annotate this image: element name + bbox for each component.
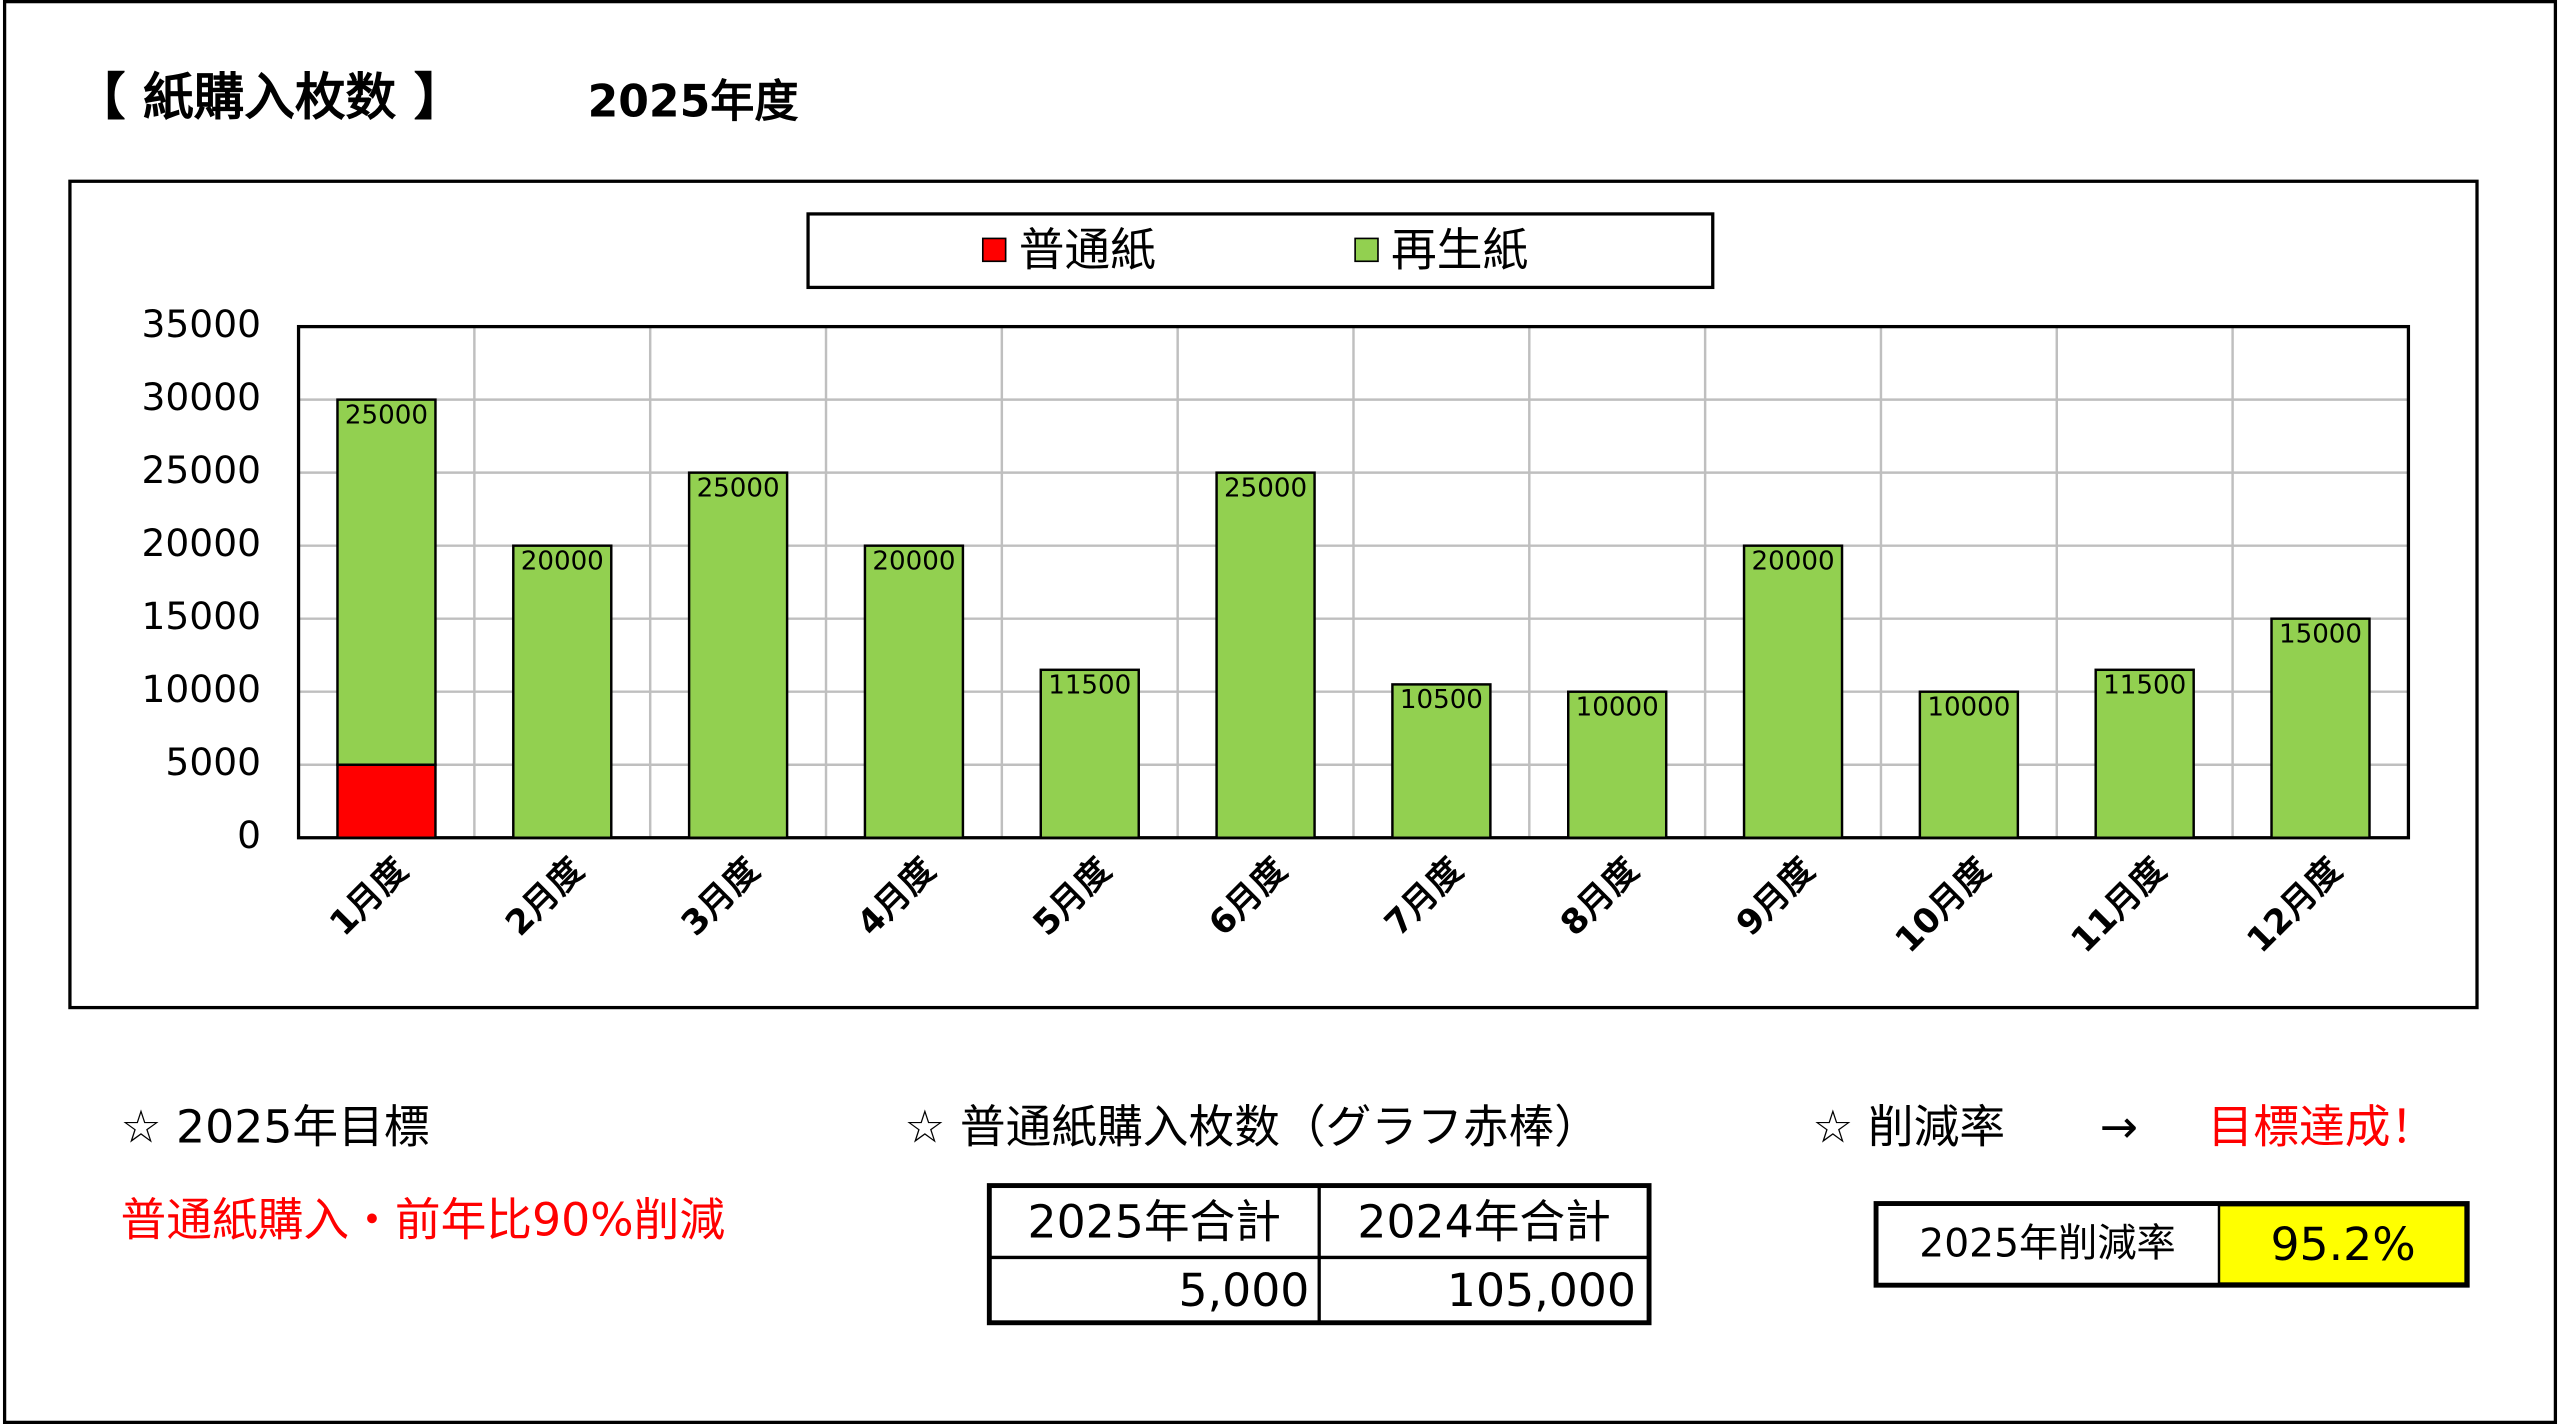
table-header: 2024年合計 bbox=[1357, 1195, 1611, 1248]
table-cell: 105,000 bbox=[1447, 1264, 1636, 1317]
legend-swatch bbox=[1354, 237, 1379, 263]
reduction-heading: ☆ 削減率 bbox=[1812, 1101, 2005, 1154]
data-label: 10000 bbox=[1927, 693, 2010, 723]
purchases-heading: ☆ 普通紙購入枚数（グラフ赤棒） bbox=[904, 1101, 1600, 1154]
legend-swatch bbox=[981, 237, 1007, 263]
legend-label: 再生紙 bbox=[1391, 224, 1528, 277]
table-header: 2025年合計 bbox=[1027, 1195, 1281, 1248]
table-cell: 5,000 bbox=[1179, 1264, 1310, 1317]
page-year: 2025年度 bbox=[588, 77, 799, 128]
bar bbox=[336, 763, 437, 839]
data-label: 20000 bbox=[521, 546, 604, 576]
bar bbox=[1742, 544, 1844, 839]
bar bbox=[1215, 471, 1316, 839]
purchases-table: 2025年合計 2024年合計 5,000 105,000 bbox=[986, 1183, 1652, 1326]
y-tick-label: 10000 bbox=[142, 667, 261, 711]
data-label: 25000 bbox=[697, 473, 780, 503]
reduction-label: 2025年削減率 bbox=[1919, 1221, 2175, 1266]
y-tick-label: 5000 bbox=[165, 740, 261, 784]
page-title: 【 紙購入枚数 】 bbox=[75, 68, 465, 127]
goal-heading: ☆ 2025年目標 bbox=[121, 1101, 430, 1154]
bar bbox=[1918, 690, 2020, 839]
y-tick-label: 25000 bbox=[142, 448, 261, 492]
bar bbox=[1039, 668, 1140, 839]
y-tick-label: 15000 bbox=[142, 594, 261, 638]
result: 目標達成！ bbox=[2208, 1101, 2437, 1154]
legend-box bbox=[806, 212, 1715, 290]
plot-border bbox=[296, 324, 2411, 840]
y-tick-label: 0 bbox=[237, 813, 261, 857]
data-label: 10500 bbox=[1400, 685, 1483, 715]
data-label: 20000 bbox=[872, 546, 955, 576]
data-label: 25000 bbox=[345, 400, 428, 430]
data-label: 10000 bbox=[1576, 693, 1659, 723]
data-label: 25000 bbox=[1224, 473, 1307, 503]
bar bbox=[687, 471, 789, 839]
data-label: 20000 bbox=[1752, 546, 1835, 576]
bar bbox=[863, 544, 965, 839]
bar bbox=[2270, 617, 2371, 839]
y-tick-label: 35000 bbox=[142, 302, 261, 346]
y-tick-label: 30000 bbox=[142, 375, 261, 419]
bar bbox=[512, 544, 613, 839]
y-tick-label: 20000 bbox=[142, 521, 261, 565]
bar bbox=[336, 398, 437, 766]
reduction-value: 95.2% bbox=[2270, 1218, 2415, 1271]
data-label: 15000 bbox=[2279, 620, 2362, 650]
legend-label: 普通紙 bbox=[1019, 224, 1156, 277]
bar bbox=[1391, 683, 1492, 839]
data-label: 11500 bbox=[1048, 671, 1131, 701]
data-label: 11500 bbox=[2103, 671, 2186, 701]
arrow: → bbox=[2100, 1101, 2138, 1154]
bar bbox=[2094, 668, 2195, 839]
reduction-value-cell bbox=[2217, 1203, 2467, 1285]
bar bbox=[1567, 690, 1668, 839]
goal-text: 普通紙購入・前年比90%削減 bbox=[121, 1194, 726, 1247]
